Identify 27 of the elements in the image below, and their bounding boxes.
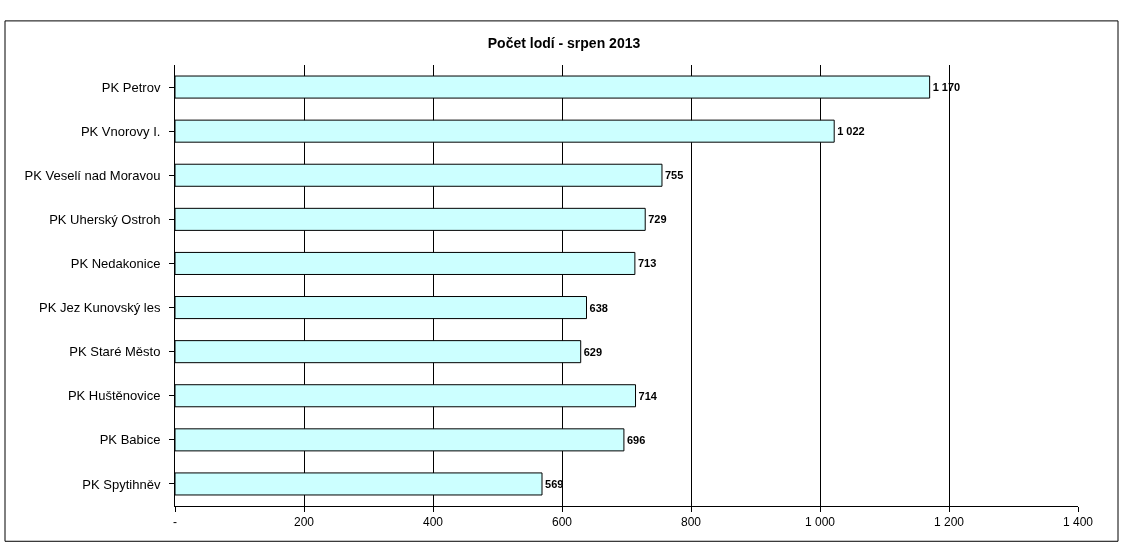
- y-tick-label: PK Nedakonice: [70, 256, 161, 271]
- y-tick-label: PK Uherský Ostroh: [49, 211, 161, 227]
- data-label: 1 022: [837, 125, 865, 138]
- x-tick-label: 600: [551, 515, 573, 530]
- y-tick-label: PK Staré Město: [69, 344, 161, 360]
- data-label: 696: [626, 433, 646, 446]
- data-label: 638: [589, 301, 608, 314]
- x-tick-label: 800: [680, 515, 702, 530]
- y-tick-label: PK Spytihněv: [82, 476, 161, 492]
- data-label: 714: [638, 389, 658, 402]
- data-label: 755: [664, 169, 684, 182]
- x-tick-label: 200: [293, 515, 315, 530]
- x-tick-label: -: [173, 515, 177, 530]
- y-tick-label: PK Jez Kunovský les: [39, 300, 161, 316]
- y-tick-label: PK Huštěnovice: [67, 388, 161, 404]
- data-label: 629: [583, 345, 603, 358]
- x-tick-label: 1 200: [933, 515, 965, 530]
- x-tick-label: 1 000: [804, 515, 836, 530]
- y-tick-label: PK Babice: [99, 432, 161, 448]
- x-tick-label: 400: [422, 515, 444, 530]
- y-tick-label: PK Veselí nad Moravou: [24, 167, 161, 183]
- y-tick-label: PK Vnorovy I.: [80, 123, 161, 139]
- data-label: 729: [648, 213, 667, 226]
- chart-title: Počet lodí - srpen 2013: [487, 35, 641, 52]
- y-tick-label: PK Petrov: [101, 79, 161, 95]
- data-label: 713: [637, 257, 657, 270]
- x-tick-label: 1 400: [1062, 515, 1094, 530]
